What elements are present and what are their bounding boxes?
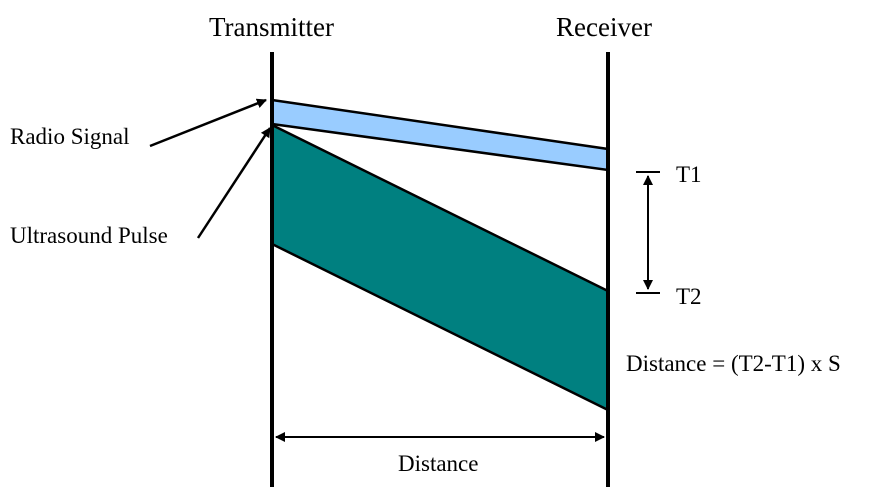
- ultrasound-pulse-pointer: [196, 127, 272, 239]
- t2-label: T2: [676, 284, 702, 309]
- distance-label: Distance: [398, 451, 479, 476]
- ultrasound-pulse-label: Ultrasound Pulse: [10, 223, 168, 248]
- t1-label: T1: [676, 162, 702, 187]
- transmitter-label: Transmitter: [209, 12, 335, 42]
- receiver-label: Receiver: [556, 12, 652, 42]
- ultrasound-band: [270, 122, 610, 413]
- radio-signal-label: Radio Signal: [10, 124, 130, 149]
- distance-formula: Distance = (T2-T1) x S: [626, 351, 841, 376]
- radio-signal-pointer: [149, 98, 267, 148]
